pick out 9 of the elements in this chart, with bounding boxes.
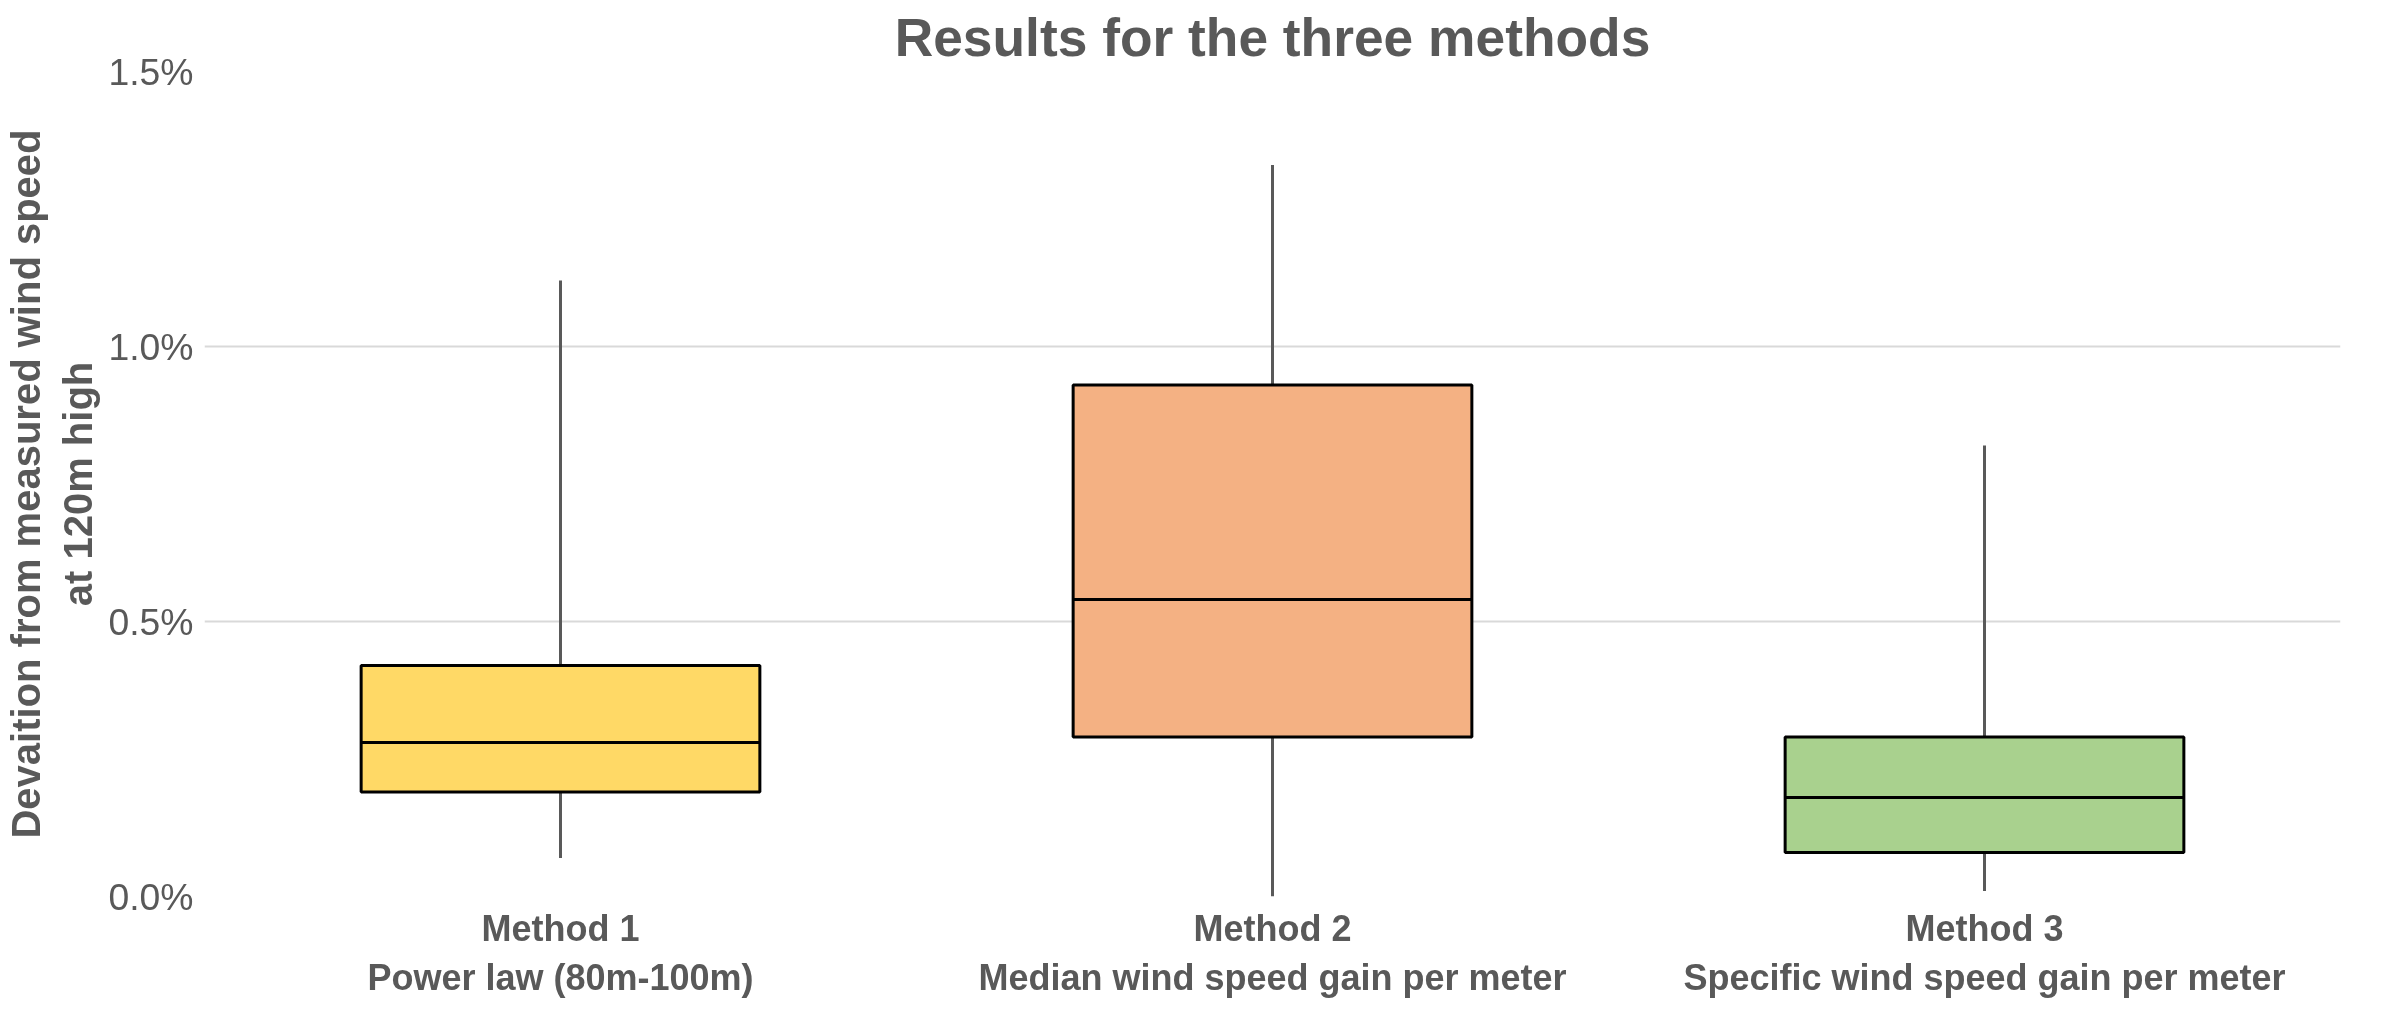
y-tick-label: 1.5% (108, 50, 194, 93)
x-tick-label: Method 2 Median wind speed gain per meter (978, 907, 1567, 998)
chart-title: Results for the three methods (894, 7, 1651, 67)
y-axis-title: Devaition from measured wind speed at 120m high (3, 129, 101, 839)
x-tick-label: Method 3 Specific wind speed gain per meter (1683, 907, 2286, 998)
x-tick-label: Method 1 Power law (80m-100m) (367, 907, 754, 998)
y-tick-label: 1.0% (108, 325, 194, 368)
y-tick-label: 0.0% (108, 875, 194, 918)
y-tick-label: 0.5% (108, 600, 194, 643)
